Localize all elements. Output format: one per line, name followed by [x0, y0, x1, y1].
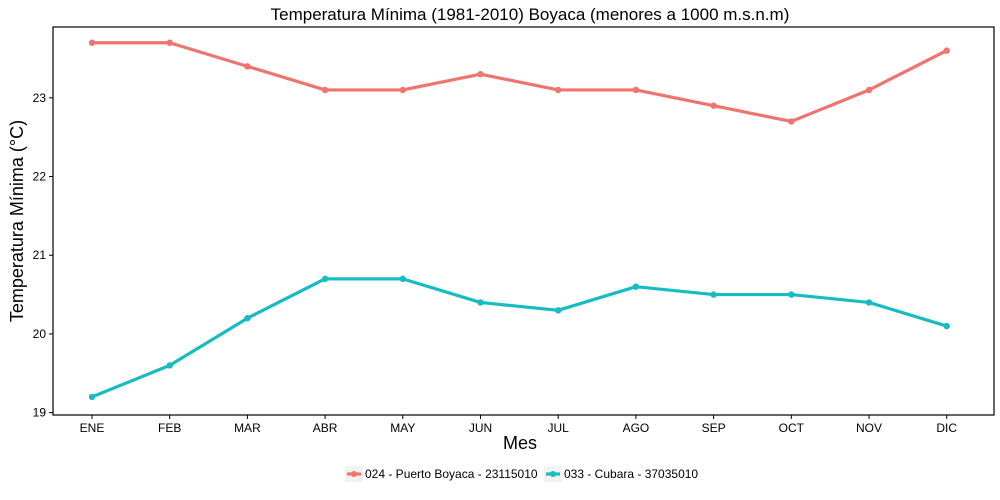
- x-tick-label: OCT: [779, 421, 805, 435]
- x-tick-label: AGO: [623, 421, 650, 435]
- series-line: [90, 41, 949, 124]
- legend-label: 024 - Puerto Boyaca - 23115010: [365, 467, 538, 481]
- y-axis: 19 20 21 22 23: [33, 91, 53, 420]
- series-line: [90, 277, 949, 399]
- data-point: [865, 299, 873, 306]
- data-point: [88, 39, 96, 46]
- data-point: [321, 86, 329, 94]
- data-point: [632, 283, 640, 290]
- x-tick-label: DIC: [936, 421, 957, 435]
- data-point: [321, 275, 329, 283]
- x-tick-label: ABR: [313, 421, 338, 435]
- legend-swatch-point: [550, 471, 556, 477]
- y-tick-label: 23: [33, 91, 47, 105]
- plot-border: [52, 26, 995, 416]
- x-tick-label: ENE: [80, 421, 105, 435]
- x-tick-label: JUL: [548, 421, 570, 435]
- series-1: [88, 39, 950, 125]
- x-tick-label: JUN: [469, 421, 492, 435]
- legend-swatch-point: [351, 471, 357, 477]
- legend: 024 - Puerto Boyaca - 23115010 033 - Cuba…: [345, 466, 698, 482]
- data-point: [166, 39, 173, 46]
- data-point: [555, 86, 562, 94]
- chart-title: Temperatura Mínima (1981-2010) Boyaca (m…: [271, 5, 790, 24]
- y-tick-label: 21: [33, 248, 47, 262]
- y-axis-title: Temperatura Mínima (°C): [7, 120, 27, 322]
- x-axis-title: Mes: [503, 433, 537, 453]
- x-tick-label: FEB: [158, 421, 181, 435]
- y-tick-label: 20: [33, 327, 47, 341]
- legend-item: 024 - Puerto Boyaca - 23115010: [345, 466, 538, 482]
- data-point: [88, 393, 96, 401]
- plot-area: 19 20 21 22 23 ENE FEB MAR ABR MAY JUN JUL AGO SEP OC…: [33, 26, 995, 435]
- data-point: [166, 362, 173, 369]
- x-tick-label: MAR: [234, 421, 261, 435]
- legend-label: 033 - Cubara - 37035010: [564, 467, 698, 481]
- x-axis: ENE FEB MAR ABR MAY JUN JUL AGO SEP OCT NOV DIC: [80, 415, 957, 435]
- data-point: [710, 102, 717, 109]
- data-point: [865, 86, 873, 94]
- data-point: [399, 86, 406, 94]
- legend-item: 033 - Cubara - 37035010: [544, 466, 698, 482]
- data-point: [632, 86, 640, 94]
- x-tick-label: MAY: [390, 421, 415, 435]
- series-2: [88, 275, 950, 401]
- data-point: [943, 47, 950, 54]
- data-point: [788, 291, 795, 298]
- data-point: [244, 63, 251, 70]
- data-point: [555, 307, 562, 314]
- y-tick-label: 22: [33, 170, 47, 184]
- data-point: [943, 322, 950, 330]
- x-tick-label: SEP: [702, 421, 726, 435]
- data-point: [244, 314, 251, 322]
- x-tick-label: NOV: [856, 421, 882, 435]
- data-point: [788, 118, 795, 125]
- data-point: [710, 291, 717, 298]
- y-tick-label: 19: [33, 406, 47, 420]
- data-point: [399, 275, 406, 283]
- data-point: [477, 71, 484, 78]
- series-layer: [88, 39, 950, 401]
- data-point: [477, 299, 484, 306]
